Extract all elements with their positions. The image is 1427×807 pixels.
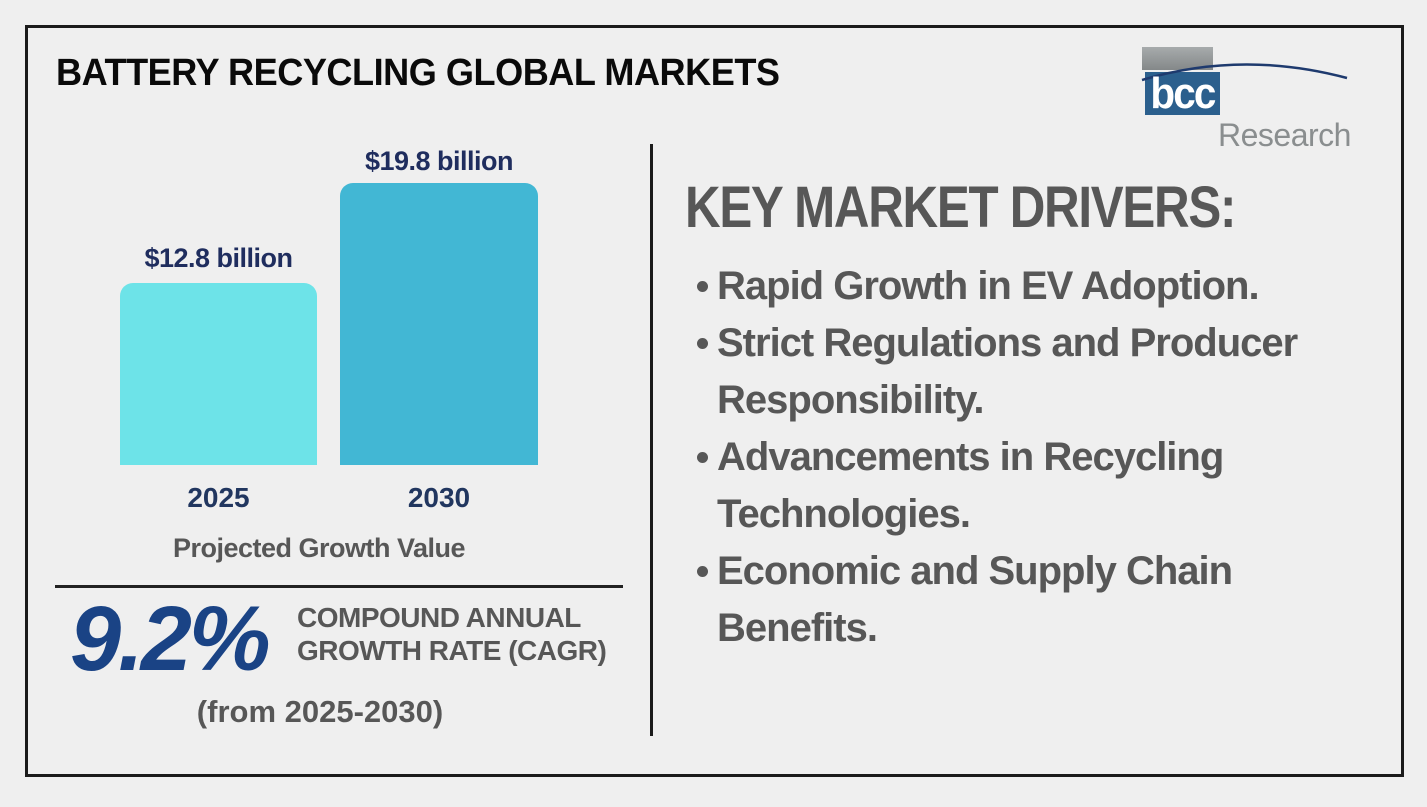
driver-text-line: Technologies.	[717, 492, 971, 536]
driver-text-line: Responsibility.	[717, 378, 985, 422]
cagr-period: (from 2025-2030)	[196, 694, 444, 729]
chart-caption: Projected Growth Value	[172, 533, 466, 563]
logo-gray-block	[1142, 47, 1213, 70]
bar-2030	[340, 183, 538, 465]
bullet-dot-icon	[697, 338, 708, 349]
outer-frame-border	[25, 25, 1404, 777]
cagr-label: COMPOUND ANNUAL GROWTH RATE (CAGR)	[297, 601, 607, 667]
logo-blue-block	[1145, 72, 1220, 115]
driver-text-line: Benefits.	[717, 606, 878, 650]
bcc-research-logo: Research bcc	[1140, 44, 1355, 152]
axis-label-2025: 2025	[187, 482, 250, 513]
axis-label-2030: 2030	[407, 482, 471, 513]
bar-value-label-2030: $19.8 billion	[364, 146, 514, 176]
cagr-label-line1: COMPOUND ANNUAL	[297, 602, 581, 633]
driver-text-line: Economic and Supply Chain	[717, 549, 1233, 593]
cagr-label-line2: GROWTH RATE (CAGR)	[297, 635, 607, 666]
drivers-list: Rapid Growth in EV Adoption. Strict Regu…	[695, 258, 1395, 657]
bullet-dot-icon	[697, 566, 708, 577]
vertical-divider	[650, 144, 653, 736]
bar-value-label-2025: $12.8 billion	[144, 243, 293, 273]
driver-text-line: Strict Regulations and Producer	[717, 321, 1298, 365]
horizontal-divider	[55, 585, 623, 588]
list-item: Economic and Supply Chain Benefits.	[695, 543, 1395, 657]
driver-text-line: Rapid Growth in EV Adoption.	[717, 264, 1260, 308]
bar-2025	[120, 283, 317, 465]
bullet-dot-icon	[697, 452, 708, 463]
page-title: BATTERY RECYCLING GLOBAL MARKETS	[56, 52, 780, 94]
cagr-value: 9.2%	[70, 588, 271, 690]
logo-research-text: Research	[1218, 117, 1351, 153]
list-item: Rapid Growth in EV Adoption.	[695, 258, 1395, 315]
logo-swoosh-icon	[1141, 63, 1348, 82]
list-item: Strict Regulations and Producer Responsi…	[695, 315, 1395, 429]
driver-text-line: Advancements in Recycling	[717, 435, 1224, 479]
list-item: Advancements in Recycling Technologies.	[695, 429, 1395, 543]
bullet-dot-icon	[697, 281, 708, 292]
drivers-heading: KEY MARKET DRIVERS:	[685, 175, 1236, 240]
logo-bcc-text: bcc	[1150, 68, 1216, 118]
